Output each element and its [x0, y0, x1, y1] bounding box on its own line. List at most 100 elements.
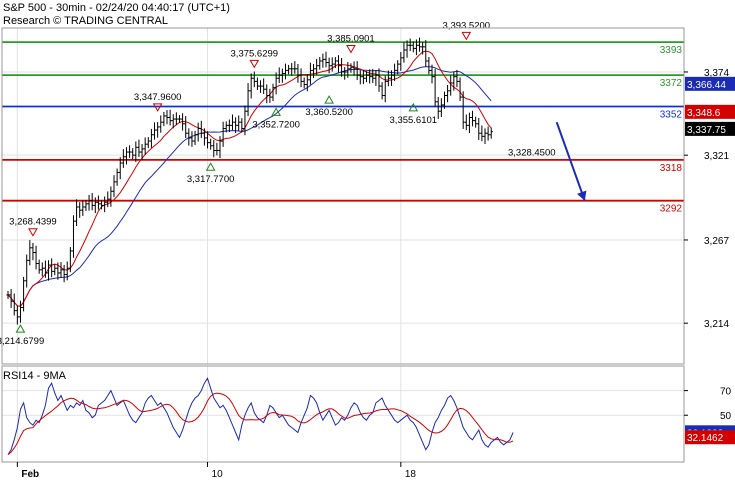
- price-bar: [233, 117, 238, 134]
- high-marker: [461, 31, 472, 41]
- fast-ma-line: [7, 50, 492, 307]
- price-bar: [433, 68, 437, 107]
- price-bar: [364, 71, 369, 83]
- price-bar: [18, 300, 23, 323]
- price-bar: [361, 69, 366, 85]
- price-bar: [315, 58, 319, 75]
- price-bar: [458, 77, 462, 102]
- price-bar: [62, 264, 66, 283]
- annotation-label: 3,214.6799: [0, 336, 44, 347]
- price-bar: [190, 131, 194, 147]
- annotation-label: 3,268.4399: [9, 217, 57, 228]
- price-bar: [483, 128, 487, 145]
- price-bar: [346, 62, 350, 78]
- price-tag-label: 3,348.6: [687, 108, 721, 119]
- low-marker: [324, 95, 334, 104]
- price-bar: [131, 148, 135, 160]
- price-bar: [78, 202, 82, 218]
- price-bar: [474, 116, 478, 128]
- price-tag: [685, 104, 735, 119]
- annotation-label: 3,355.6101: [390, 115, 438, 126]
- price-bar: [439, 98, 443, 118]
- price-bar: [21, 276, 26, 312]
- price-bar: [414, 39, 419, 56]
- rsi-tick-label: 50: [720, 411, 732, 422]
- price-bar: [467, 112, 472, 134]
- price-bar: [258, 80, 263, 93]
- price-bar: [199, 120, 203, 139]
- support-resistance-levels: 3393 3372 3352 3318 3292: [2, 41, 684, 215]
- rsi-tick-label: 70: [720, 387, 732, 398]
- price-bar: [202, 128, 207, 146]
- price-bar: [71, 215, 76, 258]
- price-bar: [293, 61, 297, 74]
- price-tag-label: 3,366.44: [687, 80, 726, 91]
- price-bar: [280, 68, 284, 83]
- price-bar: [143, 137, 147, 155]
- price-bar: [177, 115, 182, 123]
- price-bar: [262, 78, 266, 95]
- price-bar: [140, 144, 144, 160]
- price-bar: [461, 91, 465, 129]
- forecast-arrow: [555, 121, 587, 202]
- chart-header-line2: Research © TRADING CENTRAL: [3, 15, 168, 27]
- rsi-line: [7, 377, 514, 455]
- price-bar: [212, 139, 216, 158]
- price-bar: [106, 191, 110, 208]
- price-bar: [486, 126, 490, 141]
- price-bar: [411, 41, 415, 53]
- price-bar: [408, 38, 412, 52]
- high-marker: [346, 45, 356, 54]
- price-bar: [230, 114, 235, 131]
- x-tick-label: 18: [405, 469, 417, 480]
- price-tag: [685, 76, 735, 91]
- price-bar: [46, 260, 51, 281]
- price-bar: [255, 77, 260, 91]
- price-bar: [193, 130, 197, 145]
- price-bar: [246, 83, 250, 117]
- price-bar: [137, 139, 141, 157]
- price-bar: [299, 68, 303, 88]
- price-bar: [146, 137, 150, 149]
- price-annotations: 3,214.6799 3,268.4399 3,317.7700 3,347.9600…: [0, 20, 556, 347]
- price-bar: [305, 74, 309, 92]
- price-bar: [165, 110, 169, 125]
- chart-header-line1: S&P 500 - 30min - 02/24/20 04:40:17 (UTC…: [3, 2, 230, 14]
- price-bar: [115, 168, 119, 186]
- level-label: 3318: [660, 163, 683, 174]
- price-bar: [171, 114, 175, 129]
- price-bar: [358, 70, 362, 85]
- price-bar: [93, 197, 97, 214]
- price-bar: [321, 53, 325, 68]
- price-bar: [283, 63, 288, 80]
- chart-grid: [2, 28, 684, 462]
- price-bar: [427, 57, 431, 75]
- axes: 3,374 3,321 3,267 3,214 70 50 Feb 10 18: [16, 68, 732, 480]
- slow-ma-line: [7, 66, 492, 307]
- low-marker: [15, 324, 26, 333]
- price-bar: [377, 68, 381, 92]
- high-marker: [152, 103, 163, 112]
- price-bar: [286, 64, 291, 75]
- price-bar: [240, 118, 244, 133]
- price-bar: [327, 57, 331, 74]
- price-bar: [96, 195, 101, 210]
- price-bar: [218, 136, 222, 159]
- price-bar: [330, 57, 334, 72]
- low-marker: [205, 162, 216, 171]
- rsi-ma-line: [7, 392, 514, 455]
- price-bar: [37, 259, 41, 274]
- price-bar: [121, 149, 125, 168]
- rsi-tag-label: 32.1462: [687, 433, 724, 444]
- price-bar: [464, 114, 468, 131]
- price-bar: [168, 109, 172, 126]
- price-bar: [162, 112, 166, 127]
- rsi-title: RSI14 - 9MA: [3, 370, 67, 382]
- moving-averages: [7, 50, 492, 307]
- high-marker: [249, 59, 260, 69]
- price-bar: [402, 42, 406, 63]
- price-bar: [308, 62, 313, 85]
- x-tick-label: Feb: [21, 469, 39, 480]
- price-tags: 3,366.443,348.63,337.7536.123232.1462: [685, 76, 735, 445]
